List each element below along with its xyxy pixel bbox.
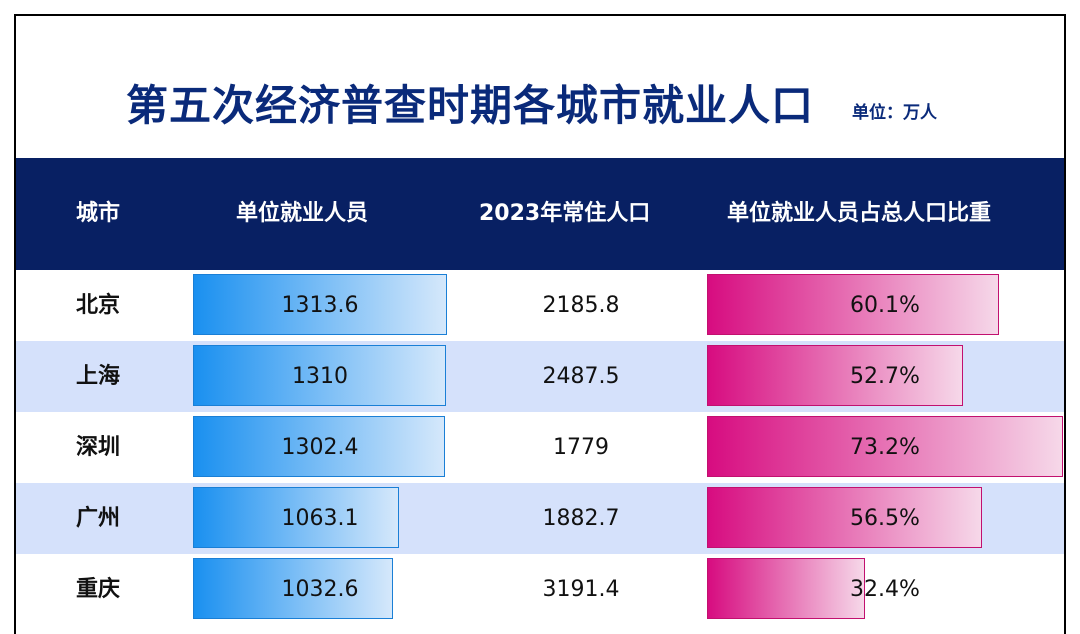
chart-title: 第五次经济普查时期各城市就业人口 (126, 81, 815, 130)
column-header-population: 2023年常住人口 (479, 201, 651, 226)
population-value: 1882.7 (542, 506, 620, 531)
ratio-bar (707, 487, 982, 548)
table-row: 重庆 1032.6 3191.4 32.4% (16, 554, 1064, 625)
employed-value: 1313.6 (281, 293, 359, 318)
employed-value: 1032.6 (281, 577, 359, 602)
ratio-value: 32.4% (850, 577, 920, 602)
table-row: 广州 1063.1 1882.7 56.5% (16, 483, 1064, 554)
population-value: 2487.5 (542, 364, 620, 389)
column-header-employed: 单位就业人员 (236, 201, 369, 226)
ratio-value: 73.2% (850, 435, 920, 460)
table-header: 城市 单位就业人员 2023年常住人口 单位就业人员占总人口比重 (16, 158, 1064, 270)
population-value: 1779 (553, 435, 609, 460)
table-row: 上海 1310 2487.5 52.7% (16, 341, 1064, 412)
employed-value: 1302.4 (281, 435, 359, 460)
unit-label: 单位：万人 (852, 103, 937, 123)
table-row: 北京 1313.6 2185.8 60.1% (16, 270, 1064, 341)
employed-bar (193, 274, 447, 335)
employed-bar (193, 487, 399, 548)
city-label: 重庆 (76, 577, 121, 602)
city-label: 深圳 (76, 435, 121, 460)
employed-bar (193, 416, 445, 477)
employed-value: 1063.1 (281, 506, 359, 531)
ratio-value: 56.5% (850, 506, 920, 531)
ratio-bar (707, 416, 1063, 477)
population-value: 2185.8 (542, 293, 620, 318)
population-value: 3191.4 (542, 577, 620, 602)
table-row: 深圳 1302.4 1779 73.2% (16, 412, 1064, 483)
city-label: 广州 (76, 506, 121, 531)
employed-value: 1310 (292, 364, 348, 389)
city-label: 上海 (76, 364, 121, 389)
ratio-value: 60.1% (850, 293, 920, 318)
column-header-city: 城市 (76, 201, 121, 226)
employed-bar (193, 345, 447, 406)
chart-frame: 第五次经济普查时期各城市就业人口 单位：万人 城市 单位就业人员 2023年常住… (14, 14, 1066, 634)
ratio-value: 52.7% (850, 364, 920, 389)
ratio-bar (707, 274, 1000, 335)
city-label: 北京 (76, 293, 121, 318)
ratio-bar (707, 345, 964, 406)
column-header-ratio: 单位就业人员占总人口比重 (727, 201, 992, 226)
